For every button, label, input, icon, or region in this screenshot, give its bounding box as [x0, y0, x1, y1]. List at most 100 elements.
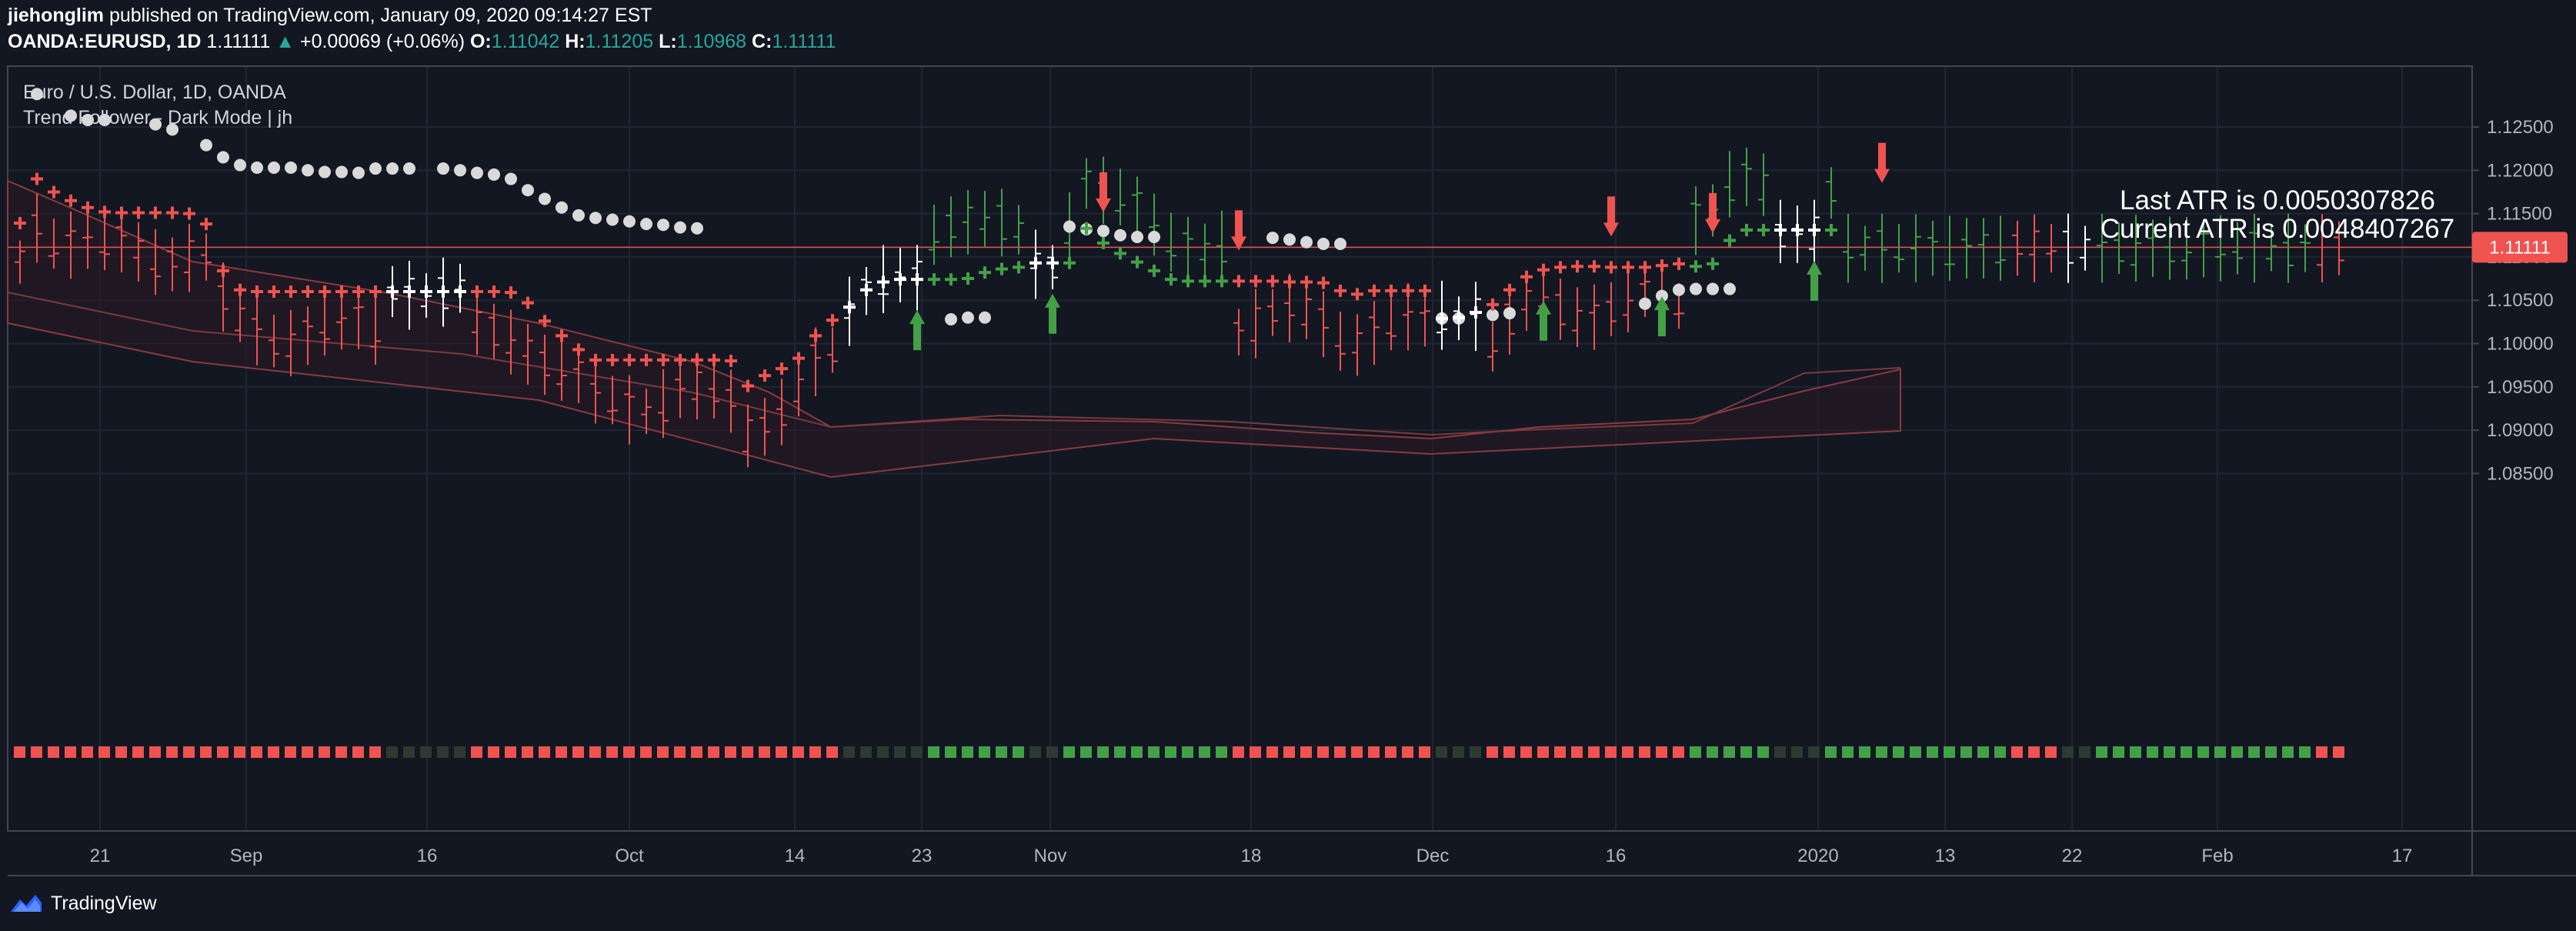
atr-stop-plus: [1622, 261, 1634, 274]
trailing-stop-dot: [1690, 282, 1702, 295]
atr-stop-plus: [1740, 223, 1753, 236]
atr-stop-plus: [1639, 261, 1651, 274]
atr-stop-plus: [48, 185, 60, 199]
atr-stop-plus: [1656, 259, 1668, 272]
low-value: 1.10968: [676, 31, 747, 52]
trend-square: [2316, 746, 2327, 758]
trend-square: [1199, 746, 1210, 758]
trend-square: [1182, 746, 1193, 758]
symbol-name[interactable]: OANDA:EURUSD, 1D: [8, 31, 202, 52]
trailing-stop-dot: [1097, 225, 1109, 238]
trend-square: [1656, 746, 1667, 758]
atr-stop-plus: [65, 194, 77, 207]
up-arrow-icon: [1045, 293, 1060, 334]
trend-square: [149, 746, 161, 758]
atr-stop-plus: [589, 353, 602, 366]
trailing-stop-dot: [319, 165, 331, 179]
trend-square: [1910, 746, 1921, 758]
up-triangle-icon: ▲: [275, 31, 295, 52]
atr-stop-plus: [843, 301, 856, 314]
trailing-stop-dot: [539, 192, 551, 205]
symbol-info: OANDA:EURUSD, 1D 1.11111 ▲ +0.00069 (+0.…: [8, 31, 836, 53]
time-tick-label: 14: [785, 846, 806, 866]
trend-square: [1723, 746, 1735, 758]
atr-stop-plus: [31, 172, 43, 185]
atr-stop-plus: [149, 206, 162, 219]
trend-square: [1131, 746, 1143, 758]
trend-square: [2113, 746, 2124, 758]
atr-stop-plus: [1233, 275, 1245, 288]
atr-stop-plus: [488, 285, 500, 298]
up-arrow-icon: [909, 310, 925, 351]
legend-title[interactable]: Euro / U.S. Dollar, 1D, OANDA: [23, 82, 286, 103]
trailing-stop-dot: [1063, 220, 1076, 233]
trend-square: [335, 746, 347, 758]
trailing-stop-dot: [65, 109, 77, 122]
trend-square: [1842, 746, 1854, 758]
trend-square: [65, 746, 76, 758]
trailing-stop-dot: [556, 201, 568, 214]
trend-square: [1537, 746, 1549, 758]
trend-square: [1250, 746, 1261, 758]
atr-stop-plus: [860, 283, 873, 296]
trend-square: [1283, 746, 1295, 758]
time-axis[interactable]: 21 Sep 16 Oct 14 23 Nov 18 Dec 16 2020 13 22 Feb 17: [90, 846, 2413, 866]
trend-square: [809, 746, 821, 758]
atr-stop-plus: [1723, 234, 1736, 247]
trailing-stop-dot: [302, 164, 314, 177]
trailing-stop-dot: [1723, 282, 1736, 295]
trailing-stop-dot: [1114, 229, 1126, 242]
trend-square: [2231, 746, 2243, 758]
price-tag-value: 1.11111: [2489, 237, 2551, 258]
atr-stop-plus: [1537, 263, 1550, 276]
trend-square: [2248, 746, 2260, 758]
trend-square: [1927, 746, 1938, 758]
trend-square: [369, 746, 381, 758]
atr-stop-plus: [657, 353, 669, 366]
trend-square: [928, 746, 939, 758]
atr-stop-plus: [335, 285, 348, 298]
atr-stop-plus: [132, 206, 145, 219]
atr-stop-plus: [1808, 223, 1820, 236]
trend-square: [2028, 746, 2040, 758]
atr-stop-plus: [1419, 284, 1431, 297]
trailing-stop-dot: [437, 162, 449, 175]
trend-square: [2079, 746, 2090, 758]
publisher-name[interactable]: jiehonglim: [8, 5, 104, 26]
atr-stop-plus: [1114, 247, 1126, 260]
trailing-stop-dot: [149, 118, 162, 131]
trend-square: [268, 746, 279, 758]
atr-stop-plus: [894, 273, 906, 286]
trailing-stop-dot: [640, 218, 652, 231]
trend-square: [1233, 746, 1244, 758]
atr-stop-plus: [352, 285, 365, 298]
trend-square: [48, 746, 59, 758]
trend-square: [14, 746, 25, 758]
atr-stop-plus: [1368, 284, 1380, 297]
trend-square: [403, 746, 415, 758]
footer-brand[interactable]: TradingView: [9, 888, 157, 919]
trend-square: [1317, 746, 1329, 758]
atr-stop-plus: [1554, 261, 1567, 274]
trend-square: [319, 746, 330, 758]
price-axis[interactable]: 1.125001.120001.115001.110001.105001.100…: [2472, 117, 2554, 484]
time-tick-label: 2020: [1797, 846, 1838, 866]
time-tick-label: 13: [1935, 846, 1956, 866]
trailing-stop-dot: [268, 161, 280, 174]
trend-square: [1673, 746, 1684, 758]
atr-stop-plus: [979, 266, 991, 279]
trend-square: [1690, 746, 1701, 758]
trailing-stop-dot: [1656, 289, 1668, 302]
atr-stop-plus: [1470, 305, 1482, 319]
last-price: 1.11111: [206, 31, 271, 52]
legend-indicator[interactable]: Trend Follower - Dark Mode | jh: [23, 107, 292, 128]
trend-square: [911, 746, 923, 758]
trend-square: [454, 746, 465, 758]
atr-stop-plus: [82, 201, 94, 214]
down-arrow-icon: [1705, 192, 1720, 233]
high-value: 1.11205: [585, 31, 654, 52]
footer-brand-label: TradingView: [51, 892, 157, 914]
chart-grid: [8, 66, 2472, 831]
trailing-stop-dot: [691, 222, 703, 235]
